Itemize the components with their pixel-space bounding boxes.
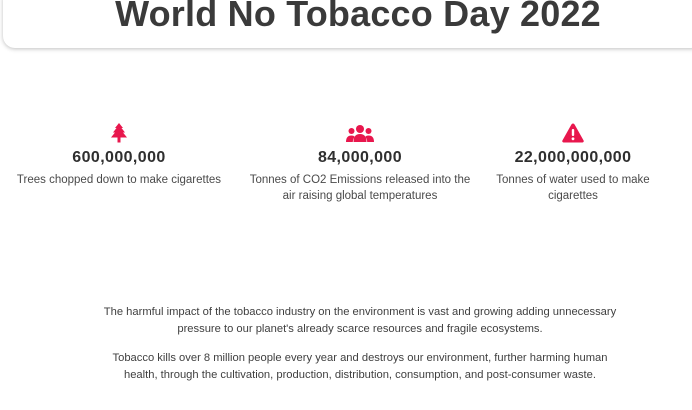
health-paragraph: Tobacco kills over 8 million people ever… [112, 352, 608, 381]
warning-triangle-icon [562, 123, 584, 143]
stat-trees: 600,000,000 Trees chopped down to make c… [8, 122, 230, 188]
stat-number: 84,000,000 [317, 149, 403, 166]
stat-water: 22,000,000,000 Tonnes of water used to m… [488, 122, 658, 204]
stat-description: Trees chopped down to make cigarettes [16, 174, 222, 186]
people-group-icon [346, 125, 374, 142]
stat-number: 600,000,000 [72, 149, 166, 166]
page-title: World No Tobacco Day 2022 [115, 0, 601, 34]
impact-paragraph: The harmful impact of the tobacco indust… [103, 306, 617, 335]
stat-co2: 84,000,000 Tonnes of CO2 Emissions relea… [242, 122, 478, 204]
stat-description: Tonnes of CO2 Emissions released into th… [249, 174, 471, 202]
tree-icon [111, 123, 127, 143]
stat-number: 22,000,000,000 [514, 149, 632, 166]
title-card [3, 0, 692, 48]
stats-section: 600,000,000 Trees chopped down to make c… [0, 122, 692, 222]
stat-description: Tonnes of water used to make cigarettes [496, 174, 650, 202]
